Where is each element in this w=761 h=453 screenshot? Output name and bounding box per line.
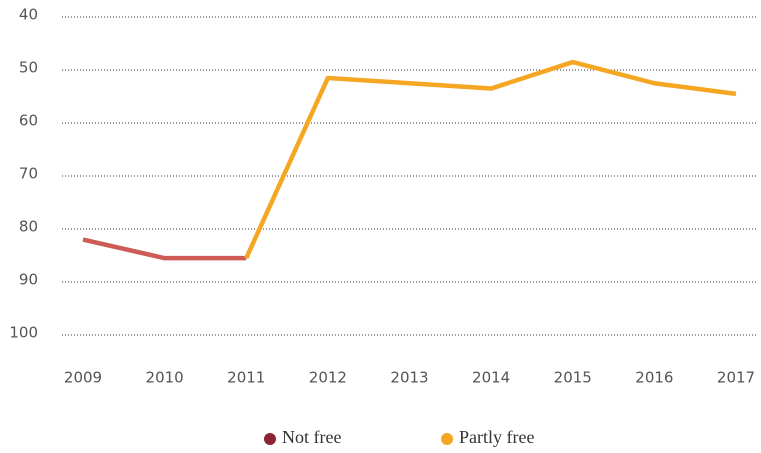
series-line bbox=[82, 237, 247, 261]
x-tick-label: 2014 bbox=[472, 369, 510, 387]
x-tick-label: 2011 bbox=[227, 369, 265, 387]
legend-label: Not free bbox=[282, 427, 341, 447]
x-tick-label: 2012 bbox=[309, 369, 347, 387]
x-tick-label: 2010 bbox=[146, 369, 184, 387]
x-tick-label: 2016 bbox=[635, 369, 673, 387]
y-tick-label: 100 bbox=[9, 324, 38, 342]
x-tick-label: 2013 bbox=[390, 369, 428, 387]
legend-marker bbox=[441, 433, 453, 445]
y-tick-label: 70 bbox=[19, 165, 38, 183]
y-tick-label: 60 bbox=[19, 112, 38, 130]
series-line bbox=[244, 59, 737, 260]
legend-marker bbox=[264, 433, 276, 445]
x-tick-label: 2017 bbox=[717, 369, 755, 387]
y-tick-label: 50 bbox=[19, 59, 38, 77]
y-tick-label: 80 bbox=[19, 218, 38, 236]
x-tick-label: 2009 bbox=[64, 369, 102, 387]
y-tick-label: 90 bbox=[19, 271, 38, 289]
x-tick-label: 2015 bbox=[554, 369, 592, 387]
legend-label: Partly free bbox=[459, 427, 534, 447]
y-tick-label: 40 bbox=[19, 6, 38, 24]
